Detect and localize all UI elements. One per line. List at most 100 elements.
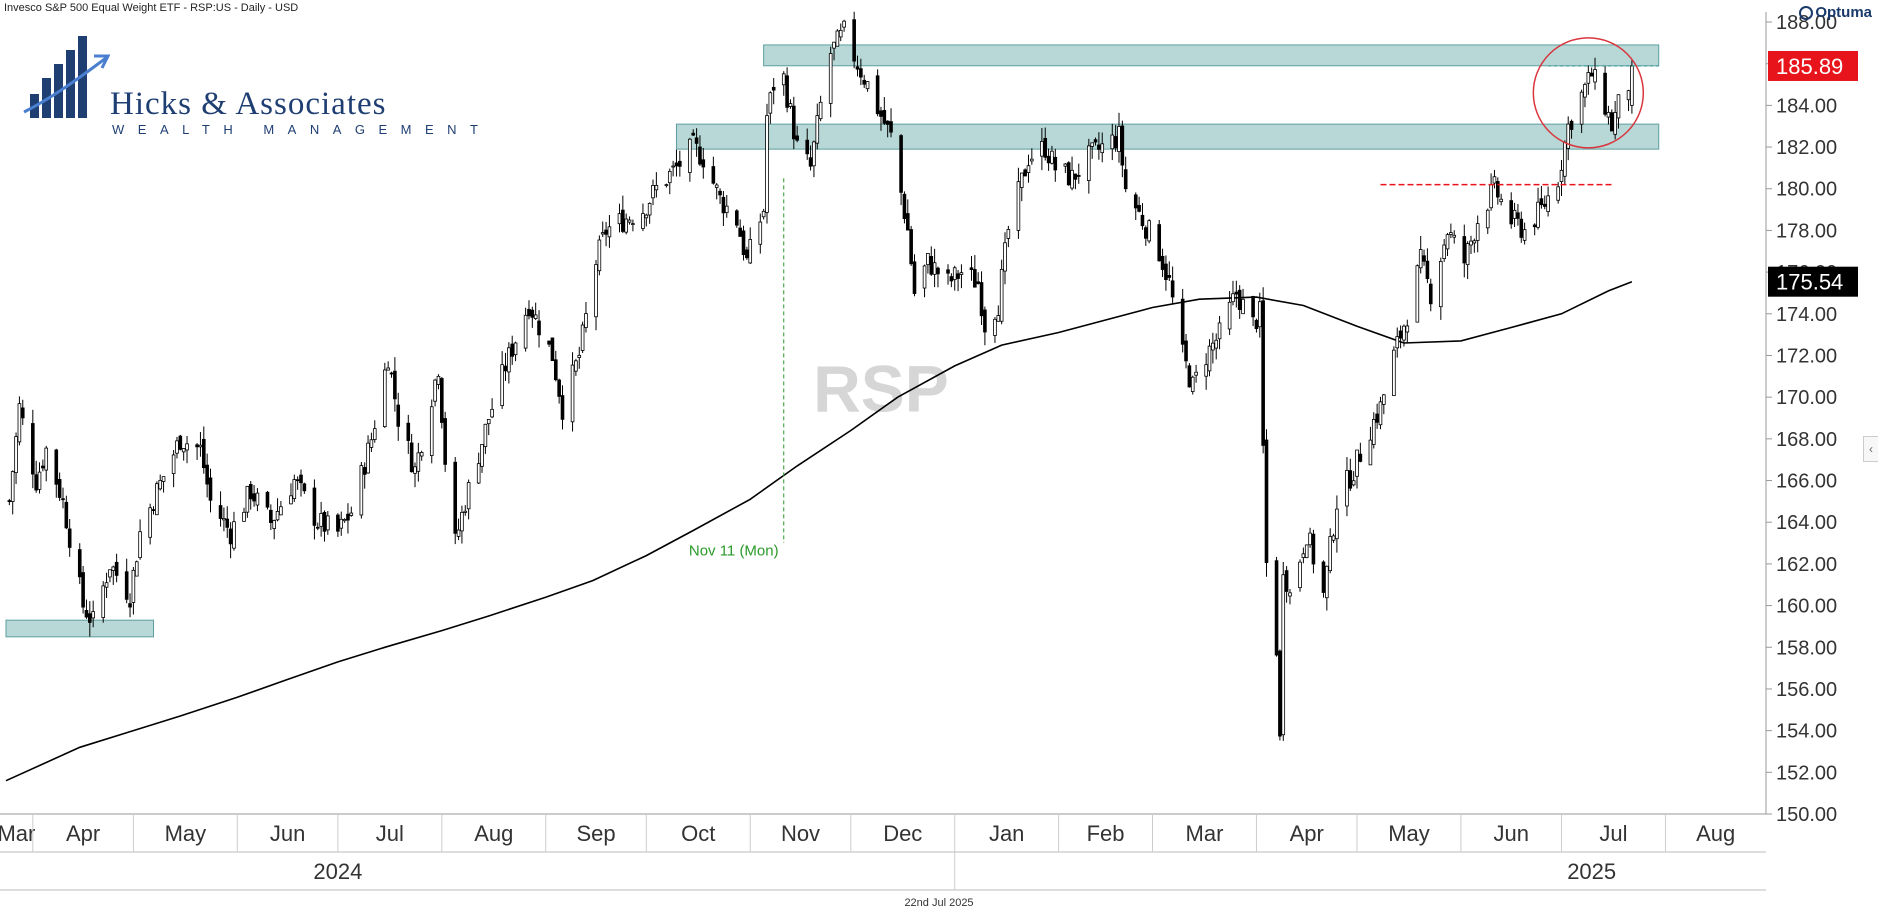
candle [1563, 140, 1567, 186]
candle-body [1509, 200, 1514, 225]
candle-body [14, 436, 18, 474]
candle-body [155, 483, 159, 516]
candle-body [171, 454, 176, 475]
candle-body [1516, 212, 1520, 219]
candle-body [1237, 289, 1242, 311]
candle [959, 264, 964, 289]
candle-body [17, 403, 22, 443]
candle [828, 46, 833, 118]
candle [1569, 119, 1574, 139]
candle-body [151, 509, 156, 511]
candle-body [812, 141, 816, 167]
candle-body [721, 196, 726, 214]
candle [463, 505, 468, 516]
candle [1087, 138, 1091, 194]
candle-body [61, 498, 65, 501]
brand-name: Optuma [1815, 4, 1872, 21]
candle [1368, 426, 1373, 466]
candle-body [1167, 275, 1172, 278]
candle [1026, 154, 1031, 183]
candle-body [1489, 184, 1493, 209]
y-tick-label: 154.00 [1776, 721, 1837, 743]
collapse-panel-icon[interactable]: ‹ [1863, 436, 1878, 462]
candle-body [1120, 125, 1125, 166]
candle [1097, 132, 1101, 160]
candle [1019, 172, 1024, 202]
candle [1626, 89, 1631, 112]
candle-body [114, 561, 119, 576]
candle [1418, 235, 1423, 274]
month-label: May [165, 821, 207, 846]
candle [1630, 59, 1634, 114]
candle-body [1325, 565, 1329, 599]
candle-body [597, 239, 602, 272]
candle-body [745, 249, 749, 259]
candle-body [724, 205, 729, 214]
candle [17, 396, 22, 446]
candle [369, 432, 374, 452]
candle [983, 306, 987, 346]
candle-body [1542, 203, 1547, 207]
candle [10, 470, 15, 515]
candle [735, 209, 739, 228]
candlesticks [7, 11, 1634, 741]
candle [1475, 215, 1480, 253]
candle [20, 399, 25, 425]
candle [456, 518, 461, 541]
y-tick-label: 158.00 [1776, 637, 1837, 659]
candle-body [245, 486, 250, 513]
candle [946, 264, 950, 285]
candle-body [1519, 218, 1524, 238]
candle [61, 487, 65, 509]
candle [1070, 156, 1074, 191]
candle-body [627, 219, 632, 223]
candle-body [1137, 204, 1141, 212]
y-tick-label: 150.00 [1776, 804, 1837, 826]
candle-body [768, 92, 773, 114]
candle [252, 485, 256, 507]
candle [255, 488, 260, 512]
candle-body [979, 282, 984, 317]
candle [1348, 458, 1353, 492]
candle [269, 504, 273, 531]
candle-body [185, 443, 189, 451]
ma-value-label: 175.54 [1776, 270, 1843, 295]
candle [77, 543, 82, 585]
candle [1516, 204, 1520, 226]
candle [104, 572, 109, 598]
candle [993, 317, 997, 343]
candle [1613, 101, 1617, 140]
candle-body [577, 354, 582, 358]
candle [443, 411, 447, 472]
candle-body [949, 276, 954, 282]
candle [480, 443, 484, 473]
candle-body [1539, 198, 1544, 206]
candle [1003, 232, 1007, 285]
candle [1016, 167, 1021, 239]
candle-body [1603, 72, 1607, 115]
candle [513, 341, 518, 362]
candle [1606, 105, 1611, 125]
candle-body [20, 407, 25, 419]
candle-body [416, 452, 421, 472]
candle-body [701, 159, 706, 168]
candle [1164, 255, 1168, 291]
candle-body [252, 493, 256, 502]
y-tick-label: 178.00 [1776, 220, 1837, 242]
candle-body [1093, 139, 1098, 143]
candle [577, 346, 582, 369]
candle-body [37, 471, 42, 490]
candle [222, 507, 226, 532]
candle-body [1418, 249, 1423, 269]
candle-body [671, 165, 675, 168]
candle [322, 510, 327, 542]
candle [1546, 186, 1550, 217]
candle-body [389, 372, 394, 375]
candle [1284, 566, 1289, 603]
candle-body [1016, 181, 1021, 231]
candle [875, 69, 880, 117]
month-label: Dec [883, 821, 922, 846]
candle-body [1194, 371, 1198, 376]
candle [1207, 339, 1212, 377]
candle [44, 445, 49, 482]
